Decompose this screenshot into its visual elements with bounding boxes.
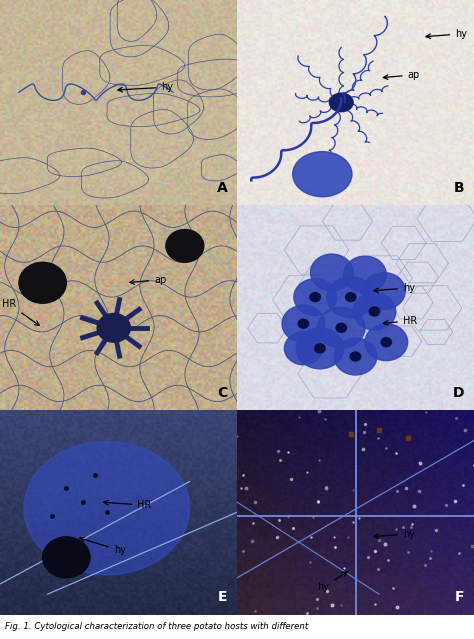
Text: A: A xyxy=(217,181,228,195)
Ellipse shape xyxy=(19,262,66,304)
Circle shape xyxy=(327,277,374,318)
Circle shape xyxy=(318,307,365,348)
Ellipse shape xyxy=(97,314,130,343)
Text: E: E xyxy=(218,590,228,604)
Circle shape xyxy=(282,305,325,343)
Text: ap: ap xyxy=(383,70,420,80)
Circle shape xyxy=(336,323,346,332)
Text: hy: hy xyxy=(318,572,347,592)
Text: C: C xyxy=(217,385,228,399)
Text: hy: hy xyxy=(374,529,415,539)
Text: HR: HR xyxy=(2,299,39,325)
Circle shape xyxy=(353,293,396,330)
Circle shape xyxy=(365,324,408,360)
Circle shape xyxy=(369,307,380,316)
Circle shape xyxy=(298,320,309,328)
Ellipse shape xyxy=(329,93,353,112)
Text: hy: hy xyxy=(80,537,126,555)
Text: F: F xyxy=(455,590,465,604)
Ellipse shape xyxy=(292,151,352,197)
Circle shape xyxy=(334,338,377,375)
Circle shape xyxy=(350,352,361,361)
Circle shape xyxy=(310,254,353,291)
Text: hy: hy xyxy=(426,29,467,39)
Text: Fig. 1. Cytological characterization of three potato hosts with different: Fig. 1. Cytological characterization of … xyxy=(5,622,308,631)
Circle shape xyxy=(284,332,322,365)
Text: hy: hy xyxy=(374,283,415,293)
Circle shape xyxy=(296,328,344,369)
Circle shape xyxy=(310,293,320,302)
Ellipse shape xyxy=(166,229,204,262)
Circle shape xyxy=(294,279,337,316)
Circle shape xyxy=(381,337,392,347)
Circle shape xyxy=(346,293,356,302)
Circle shape xyxy=(344,256,386,293)
Circle shape xyxy=(43,537,90,578)
Text: hy: hy xyxy=(118,82,173,92)
Text: HR: HR xyxy=(104,500,152,510)
Text: D: D xyxy=(453,385,465,399)
Circle shape xyxy=(363,272,405,309)
Text: B: B xyxy=(454,181,465,195)
Text: HR: HR xyxy=(383,316,417,326)
Text: ap: ap xyxy=(130,275,166,285)
Circle shape xyxy=(315,344,325,353)
Ellipse shape xyxy=(24,442,190,574)
